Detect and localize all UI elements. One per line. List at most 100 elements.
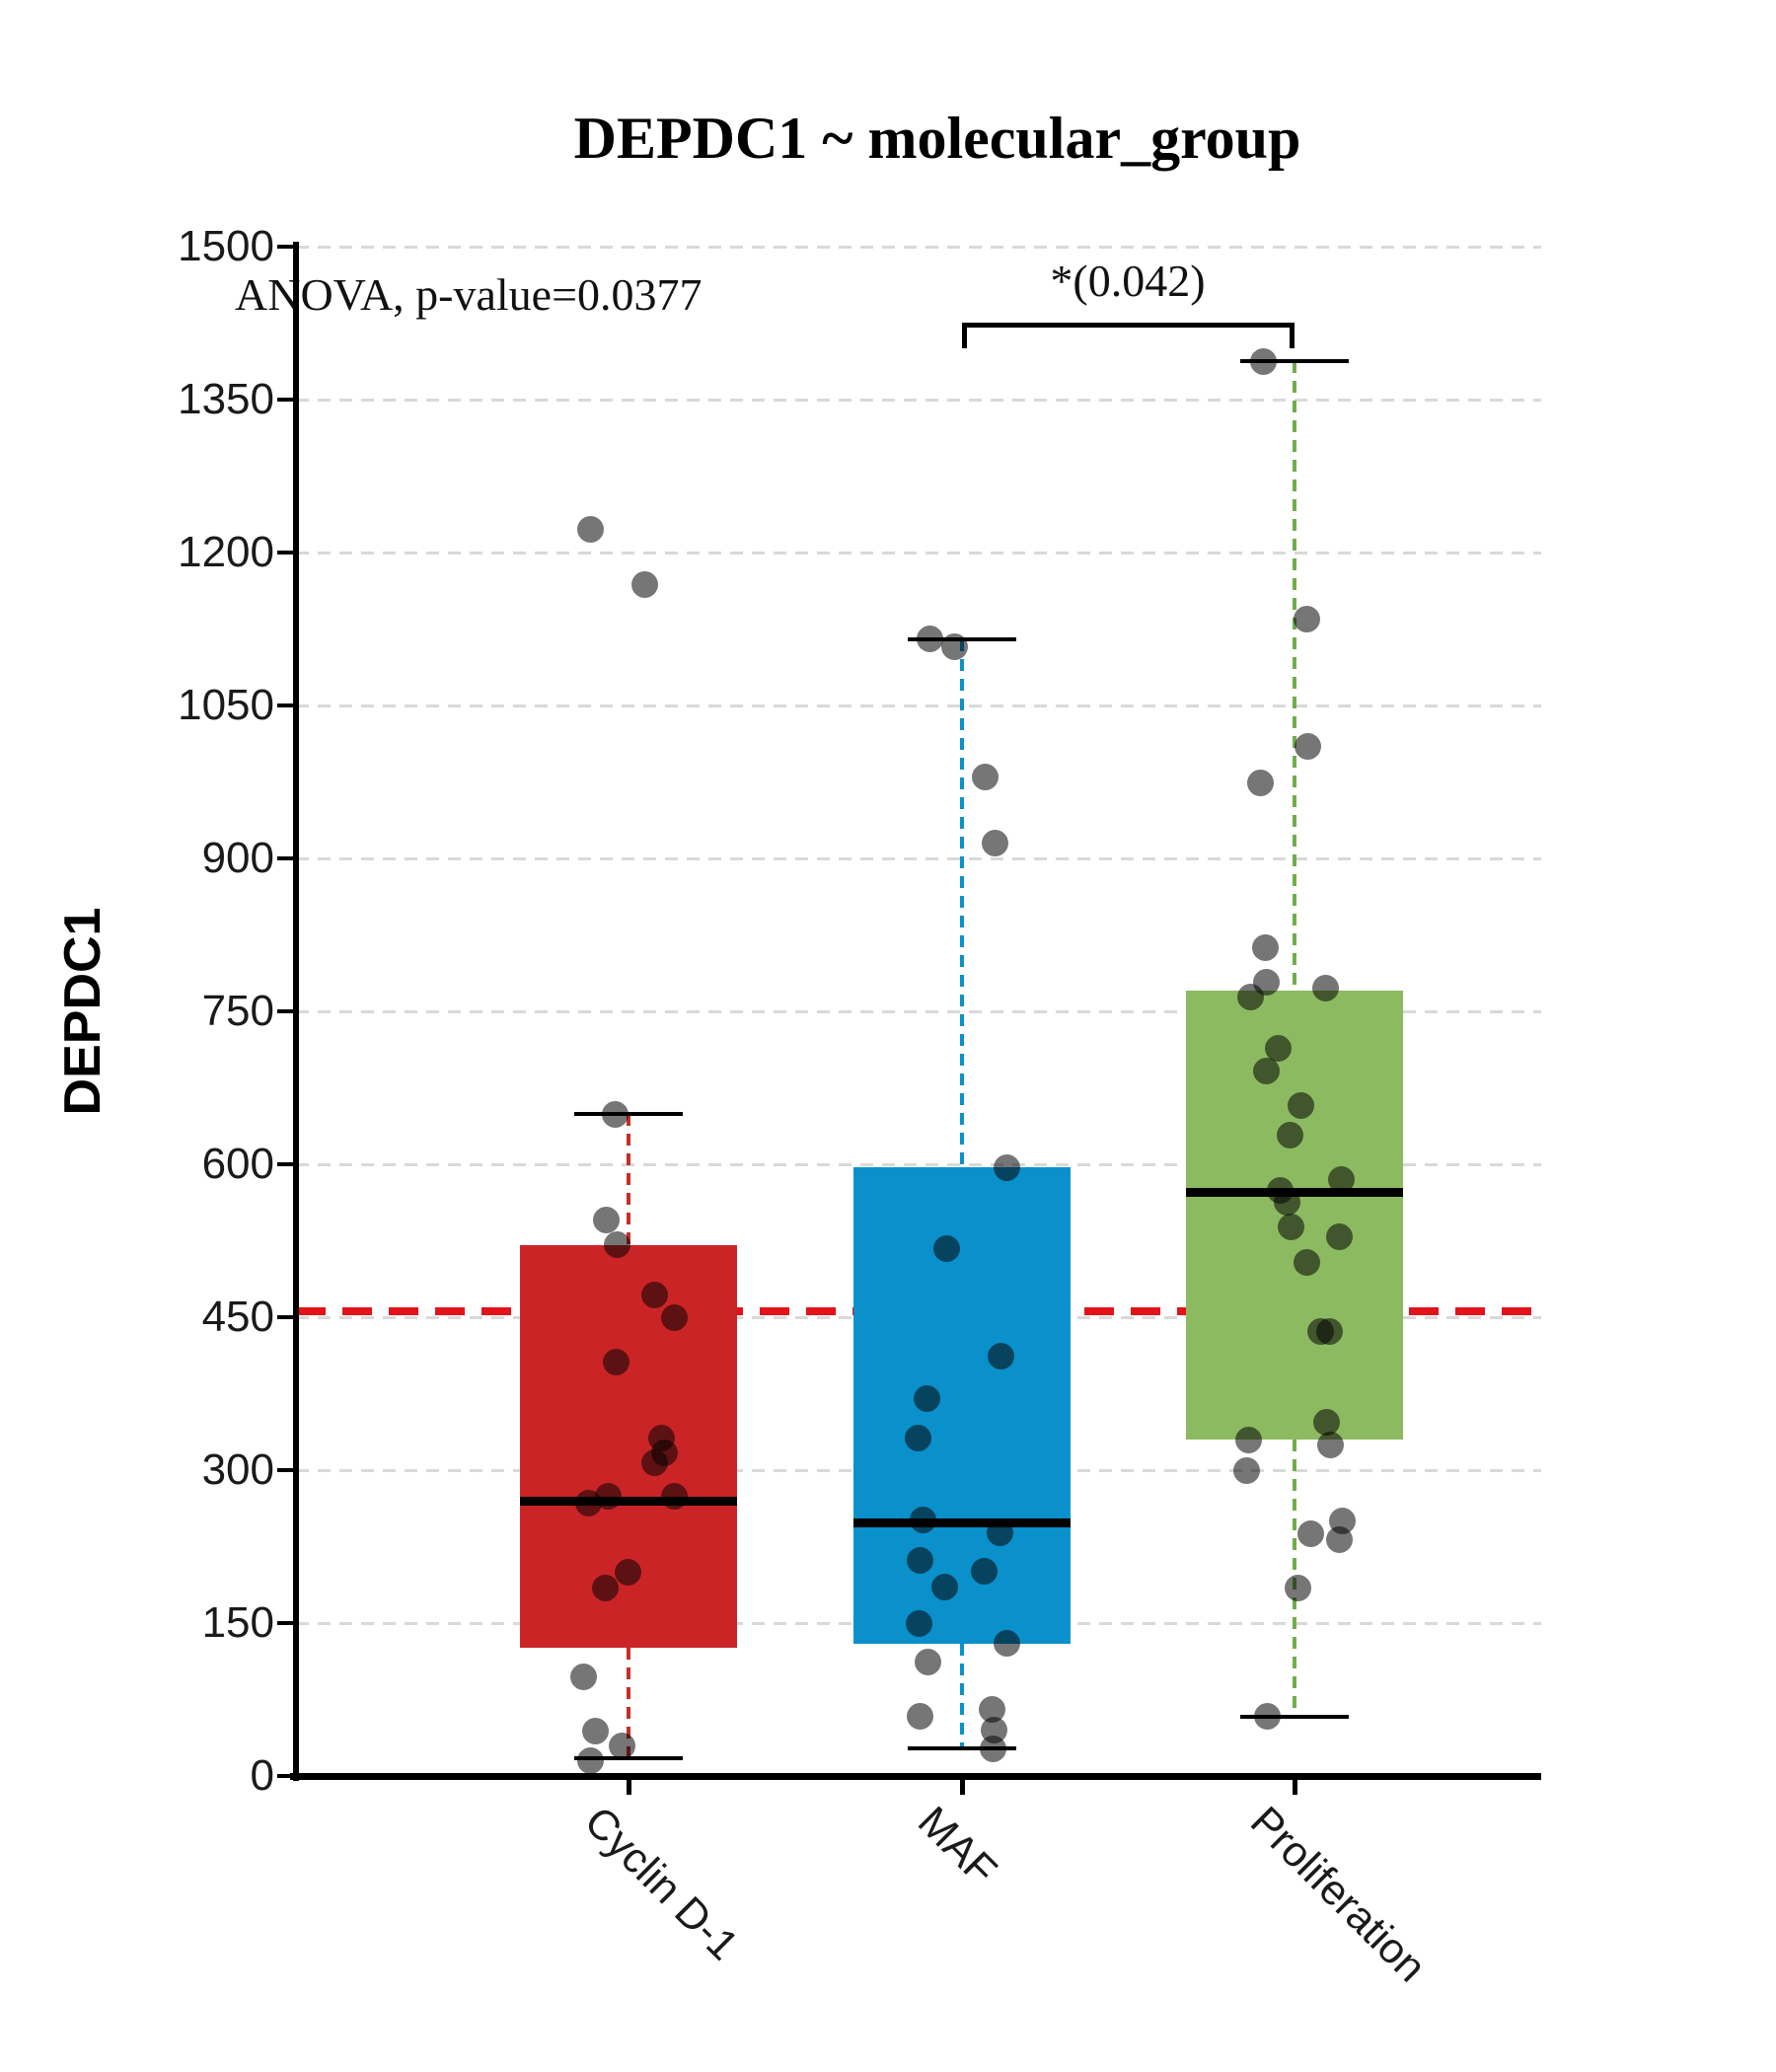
y-tick [277,703,293,707]
y-tick-label: 0 [250,1751,274,1800]
data-point [905,1609,932,1637]
data-point [601,1100,629,1128]
data-point [1236,984,1264,1011]
data-point [1325,1222,1353,1250]
data-point [1316,1431,1344,1458]
gridline [296,856,1541,860]
data-point [640,1281,668,1308]
data-point [1276,1121,1303,1148]
data-point [1246,770,1274,797]
x-tick [959,1780,965,1795]
data-point [1249,348,1277,376]
x-axis-label: MAF [909,1798,1006,1895]
y-axis-line [293,242,299,1781]
significance-label: *(0.042) [1050,256,1206,306]
y-tick-label: 1350 [178,375,274,423]
data-point [1294,732,1321,760]
x-tick [1292,1780,1297,1795]
data-point [981,830,1008,856]
y-tick [277,245,293,249]
data-point [1284,1575,1311,1602]
y-tick-label: 600 [201,1140,274,1188]
data-point [1325,1525,1353,1553]
data-point [1264,1034,1292,1062]
whisker-upper [1293,360,1296,992]
y-tick-label: 750 [201,987,274,1035]
data-point [581,1718,609,1745]
data-point [640,1449,668,1477]
y-tick-label: 900 [201,834,274,882]
x-axis-line [290,1773,1541,1780]
data-point [993,1153,1020,1181]
whisker-lower [627,1647,630,1759]
data-point [970,1557,998,1585]
data-point [932,1235,960,1263]
data-point [904,1425,931,1452]
data-point [602,1348,629,1375]
data-point [987,1342,1014,1369]
whisker-cap-lower [574,1756,683,1761]
data-point [608,1732,635,1759]
data-point [940,632,968,660]
chart-title: DEPDC1 ~ molecular_group [573,106,1301,171]
y-tick [277,1774,293,1778]
data-point [1287,1091,1314,1119]
gridline [296,551,1541,555]
data-point [971,763,999,790]
data-point [979,1735,1006,1762]
whisker-cap-lower [908,1746,1016,1751]
whisker-cap-upper [574,1112,683,1117]
y-tick-label: 300 [201,1445,274,1494]
data-point [630,570,658,598]
significance-bracket-end-right [1290,323,1295,348]
data-point [993,1630,1020,1658]
data-point [1327,1166,1355,1193]
data-point [1273,1188,1300,1216]
data-point [930,1574,958,1601]
significance-bracket-end-left [962,323,967,348]
y-tick [277,856,293,860]
data-point [569,1664,597,1691]
data-point [1234,1426,1262,1453]
data-point [1232,1456,1260,1484]
y-tick [277,1315,293,1319]
y-tick [277,1468,293,1472]
gridline [296,1009,1541,1013]
whisker-lower [960,1643,964,1749]
data-point [660,1483,688,1511]
y-tick [277,551,293,555]
data-point [1251,934,1279,962]
y-tick-label: 450 [201,1293,274,1341]
whisker-upper [627,1114,630,1245]
data-point [1293,1248,1320,1276]
y-tick-label: 1500 [178,222,274,270]
whisker-cap-lower [1240,1715,1349,1720]
whisker-upper [960,638,964,1168]
whisker-cap-upper [1240,358,1349,363]
y-tick [277,1162,293,1166]
data-point [1253,1702,1281,1730]
box-cyclin-d-1 [520,1244,737,1648]
data-point [916,626,943,653]
data-point [591,1575,619,1602]
median-line [520,1496,737,1506]
data-point [906,1547,933,1575]
data-point [576,515,604,543]
data-point [906,1702,933,1730]
data-point [1315,1317,1343,1345]
data-point [594,1483,622,1511]
gridline [296,245,1541,249]
data-point [909,1507,936,1534]
data-point [913,1385,940,1413]
data-point [1311,974,1339,1001]
x-tick [626,1780,631,1795]
data-point [660,1303,688,1331]
data-point [1312,1408,1340,1436]
data-point [1252,1058,1280,1085]
x-axis-label: Proliferation [1241,1798,1436,1992]
y-tick-label: 150 [201,1598,274,1647]
gridline [296,703,1541,707]
box-maf [853,1167,1071,1644]
